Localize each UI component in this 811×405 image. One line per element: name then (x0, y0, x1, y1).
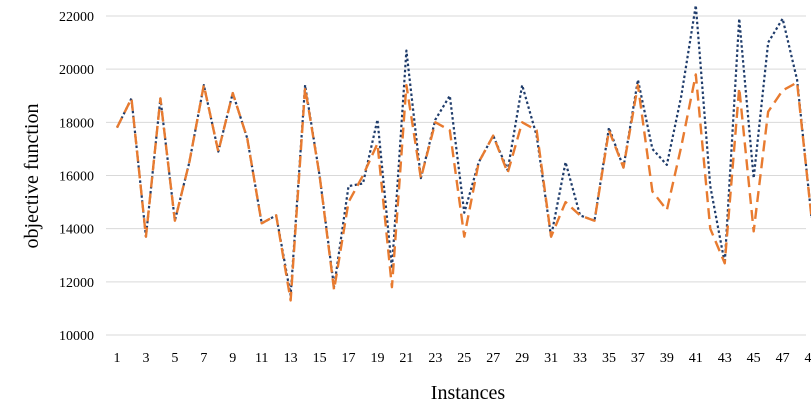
x-tick-label: 43 (718, 351, 732, 366)
y-tick-label: 22000 (59, 10, 94, 25)
x-tick-label: 13 (284, 351, 298, 366)
y-tick-label: 14000 (59, 223, 94, 238)
x-tick-label: 19 (370, 351, 384, 366)
series-line-2 (115, 73, 811, 302)
series-line-1 (116, 4, 811, 297)
x-tick-label: 35 (602, 351, 616, 366)
x-tick-label: 15 (313, 351, 327, 366)
x-axis-title: Instances (431, 382, 506, 404)
x-tick-label: 21 (399, 351, 413, 366)
x-tick-label: 27 (486, 351, 500, 366)
x-tick-label: 39 (660, 351, 674, 366)
x-tick-label: 29 (515, 351, 529, 366)
y-tick-label: 18000 (59, 116, 94, 131)
x-tick-label: 3 (142, 351, 149, 366)
gridlines (106, 15, 806, 336)
x-tick-label: 9 (229, 351, 236, 366)
y-axis-ticks: 10000 12000 14000 16000 18000 20000 22000 (59, 10, 94, 344)
x-tick-label: 37 (631, 351, 645, 366)
x-tick-label: 33 (573, 351, 587, 366)
x-tick-label: 23 (428, 351, 442, 366)
x-tick-label: 17 (342, 351, 356, 366)
x-tick-label: 41 (689, 351, 703, 366)
x-tick-label: 5 (171, 351, 178, 366)
x-tick-label: 1 (114, 351, 121, 366)
y-axis-title: objective function (21, 104, 43, 249)
series-lines (115, 4, 811, 302)
x-tick-label: 31 (544, 351, 558, 366)
x-axis-ticks: 1 3 5 7 9 11 13 15 17 19 21 23 25 27 29 31 33 35 37 39 41 43 4… (114, 351, 811, 366)
y-tick-label: 10000 (59, 329, 94, 344)
y-tick-label: 12000 (59, 276, 94, 291)
y-tick-label: 16000 (59, 170, 94, 185)
x-tick-label: 7 (200, 351, 207, 366)
x-tick-label: 45 (747, 351, 761, 366)
y-tick-label: 20000 (59, 63, 94, 78)
x-tick-label: 25 (457, 351, 471, 366)
x-tick-label: 11 (255, 351, 268, 366)
x-tick-label: 49 (805, 351, 811, 366)
x-tick-label: 47 (776, 351, 790, 366)
